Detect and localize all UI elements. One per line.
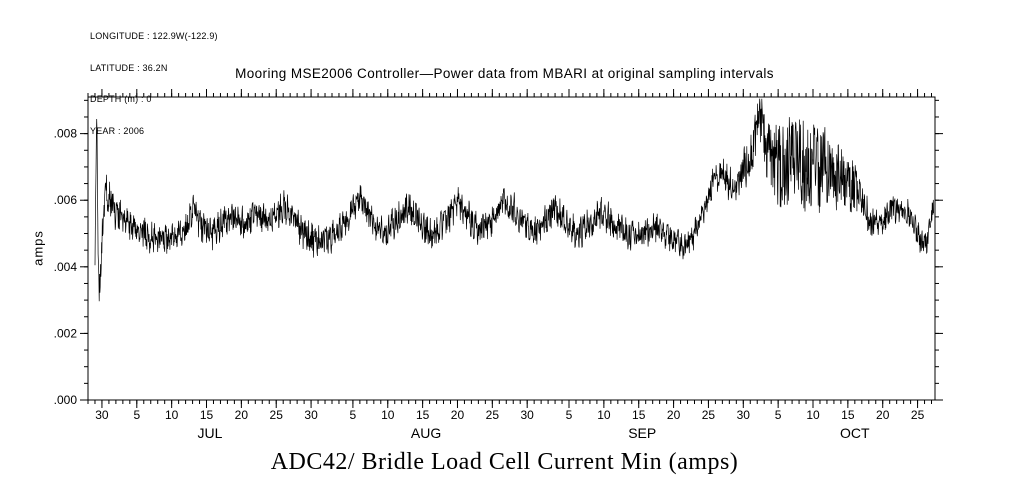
x-tick-label: 30 [304,408,318,422]
x-tick-label: 30 [521,408,535,422]
x-tick-label: 15 [416,408,430,422]
axis-box [87,96,936,401]
x-tick-label: 20 [876,408,890,422]
chart-bottom-title: ADC42/ Bridle Load Cell Current Min (amp… [270,449,739,475]
x-tick-label: 5 [566,408,573,422]
metadata-latitude: LATITUDE : 36.2N [90,62,168,73]
chart-title: Mooring MSE2006 Controller—Power data fr… [235,66,774,81]
x-tick-label: 10 [597,408,611,422]
y-tick-label: .008 [54,127,78,141]
x-month-label: JUL [198,425,223,441]
x-tick-label: 25 [911,408,925,422]
x-tick-label: 15 [841,408,855,422]
x-tick-label: 25 [702,408,716,422]
x-tick-label: 30 [95,408,109,422]
metadata-longitude: LONGITUDE : 122.9W(-122.9) [90,31,218,41]
y-tick-label: .006 [54,193,78,207]
metadata-year: YEAR : 2006 [90,125,145,136]
x-month-label: OCT [840,425,870,441]
x-tick-label: 10 [806,408,820,422]
metadata-depth: DEPTH (m) : 0 [90,94,152,104]
x-tick-label: 30 [737,408,751,422]
x-tick-label: 20 [667,408,681,422]
x-month-label: SEP [628,425,656,441]
y-tick-label: .002 [54,326,78,340]
x-tick-label: 25 [270,408,284,422]
x-tick-label: 10 [381,408,395,422]
data-line [94,98,934,302]
x-tick-label: 20 [235,408,249,422]
x-tick-label: 20 [451,408,465,422]
x-tick-label: 5 [133,408,140,422]
metadata-block: LONGITUDE : 122.9W(-122.9) LATITUDE : 36… [90,10,218,157]
x-tick-label: 5 [775,408,782,422]
x-tick-label: 5 [350,408,357,422]
y-tick-label: .004 [54,260,78,274]
x-tick-label: 15 [200,408,214,422]
x-tick-label: 10 [165,408,179,422]
y-tick-label: .000 [54,393,78,407]
x-month-label: AUG [411,425,441,441]
x-tick-label: 15 [632,408,646,422]
x-tick-label: 25 [486,408,500,422]
